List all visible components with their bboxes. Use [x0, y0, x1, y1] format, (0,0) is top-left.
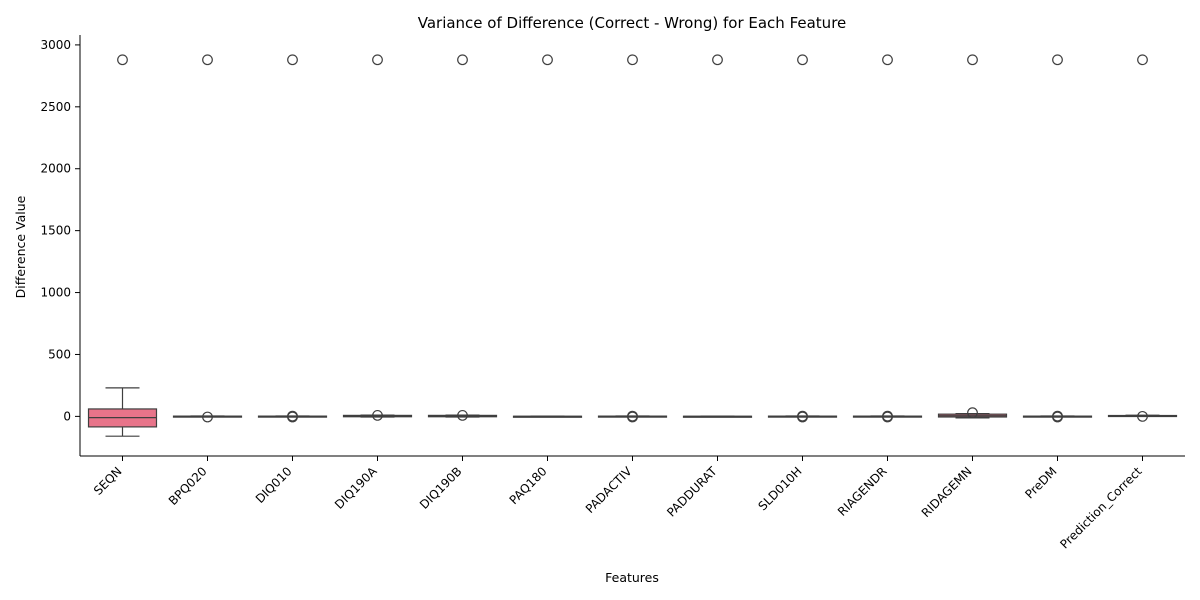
x-tick-label-riagendr: RIAGENDR [835, 464, 890, 519]
outlier-point [202, 411, 213, 423]
outlier-point [627, 410, 638, 422]
x-tick-label-diq010: DIQ010 [253, 464, 295, 506]
outlier-point [967, 54, 978, 66]
outlier-point [287, 410, 298, 422]
outlier-point [712, 54, 723, 66]
outlier-point [1052, 54, 1063, 66]
box-group-sld010h [767, 54, 838, 423]
box-group-padactiv [597, 54, 668, 423]
outlier-point [967, 407, 978, 419]
y-tick-label: 1000 [40, 286, 71, 300]
box-group-paddurat [682, 54, 753, 418]
x-tick-label-seqn: SEQN [91, 464, 125, 498]
y-axis: 0 500 1000 1500 2000 2500 3000 [40, 35, 81, 456]
x-tick-label-bpq020: BPQ020 [166, 464, 210, 508]
outlier-point [287, 54, 298, 66]
box-group-seqn [87, 54, 158, 437]
box-group-prediction_correct [1107, 54, 1178, 422]
x-tick-label-sld010h: SLD010H [755, 464, 804, 513]
outlier-point [882, 54, 893, 66]
y-tick-label: 3000 [40, 38, 71, 52]
y-tick-label: 500 [48, 347, 71, 361]
y-axis-title: Difference Value [13, 195, 28, 298]
box-group-diq190a [342, 54, 413, 421]
x-tick-label-paddurat: PADDURAT [664, 464, 720, 520]
outlier-point [1052, 410, 1063, 422]
box-group-diq010 [257, 54, 328, 423]
box-group-riagendr [852, 54, 923, 423]
chart-title: Variance of Difference (Correct - Wrong)… [418, 14, 847, 32]
outlier-point [372, 409, 383, 421]
x-tick-label-diq190b: DIQ190B [417, 464, 465, 512]
outlier-point [457, 409, 468, 421]
x-tick-label-diq190a: DIQ190A [332, 464, 380, 512]
outlier-point [457, 54, 468, 66]
y-tick-label: 2000 [40, 162, 71, 176]
x-tick-label-ridagemn: RIDAGEMN [919, 464, 975, 520]
outlier-point [1137, 410, 1148, 422]
outlier-point [882, 410, 893, 422]
x-tick-label-paq180: PAQ180 [507, 464, 550, 507]
box-group-bpq020 [172, 54, 243, 423]
box-group-diq190b [427, 54, 498, 421]
box-group-predm [1022, 54, 1093, 423]
box-group-paq180 [512, 54, 583, 418]
outlier-point [797, 54, 808, 66]
x-tick-label-predm: PreDM [1022, 464, 1059, 501]
y-tick-label: 1500 [40, 224, 71, 238]
x-axis-title: Features [605, 570, 659, 585]
x-tick-label-padactiv: PADACTIV [583, 464, 635, 516]
outlier-point [202, 54, 213, 66]
y-tick-label: 2500 [40, 100, 71, 114]
outlier-point [372, 54, 383, 66]
outlier-point [1137, 54, 1148, 66]
y-tick-label: 0 [63, 409, 71, 423]
outlier-point [627, 54, 638, 66]
x-tick-label-prediction_correct: Prediction_Correct [1057, 464, 1144, 551]
x-axis: SEQN BPQ020 DIQ010 DIQ190A DIQ190B PAQ180 PADA… [80, 455, 1185, 551]
box-group-ridagemn [937, 54, 1008, 419]
outlier-point [797, 410, 808, 422]
outlier-point [117, 54, 128, 66]
plot-area [87, 54, 1178, 437]
outlier-point [542, 54, 553, 66]
